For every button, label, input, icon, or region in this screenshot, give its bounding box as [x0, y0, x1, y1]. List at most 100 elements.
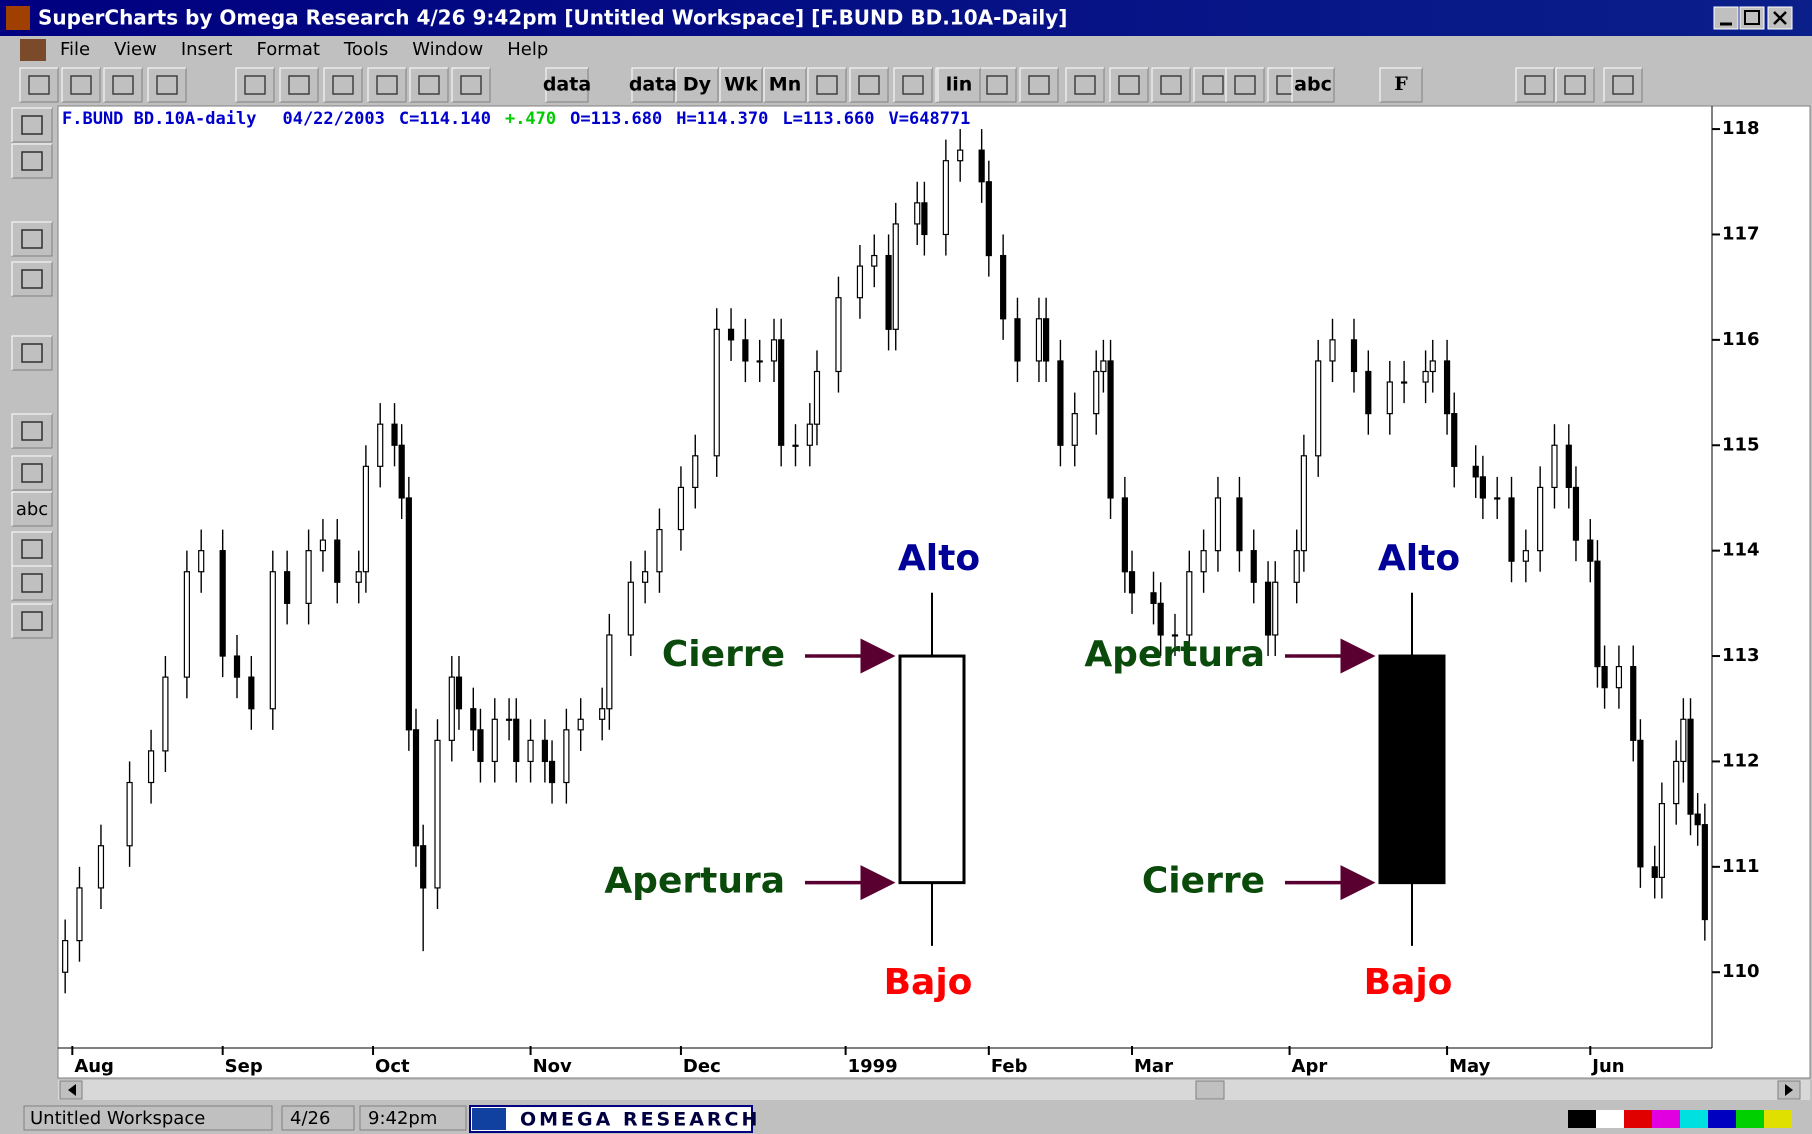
- button[interactable]: [409, 67, 449, 103]
- toolbar-label[interactable]: Mn: [769, 74, 801, 96]
- toolbar-label[interactable]: abc: [1294, 74, 1332, 96]
- menu-item[interactable]: View: [114, 39, 157, 60]
- candle-body: [1157, 602, 1164, 636]
- toolbar-icon: [244, 75, 266, 95]
- candle-body: [1451, 413, 1458, 467]
- button[interactable]: [367, 67, 407, 103]
- status-date: 4/26: [290, 1108, 330, 1129]
- button[interactable]: [11, 491, 53, 527]
- button[interactable]: [279, 67, 319, 103]
- button-bevel: [103, 67, 142, 102]
- swatch[interactable]: [1652, 1110, 1680, 1128]
- candle-body: [491, 718, 498, 763]
- button[interactable]: [1065, 67, 1105, 103]
- button[interactable]: [1019, 67, 1059, 103]
- button[interactable]: [61, 67, 101, 103]
- menu-item[interactable]: Tools: [343, 39, 388, 60]
- candle-body: [713, 328, 720, 457]
- button-bevel: [1379, 67, 1422, 102]
- swatch[interactable]: [1708, 1110, 1736, 1128]
- button[interactable]: [11, 531, 53, 567]
- candle-body: [513, 718, 520, 763]
- swatch[interactable]: [1596, 1110, 1624, 1128]
- button[interactable]: [11, 221, 53, 257]
- candle-body: [835, 297, 842, 373]
- candle-body: [871, 254, 878, 267]
- swatch[interactable]: [1736, 1110, 1764, 1128]
- toolbar-icon: [1202, 75, 1224, 95]
- button[interactable]: [1109, 67, 1149, 103]
- menu-item[interactable]: Window: [412, 39, 483, 60]
- toolbar-label[interactable]: Wk: [724, 74, 758, 96]
- button[interactable]: [451, 67, 491, 103]
- toolbar-label[interactable]: lin: [946, 74, 973, 96]
- candle-body: [806, 423, 813, 446]
- candle-body: [914, 202, 921, 225]
- chart-window: [57, 105, 1811, 1079]
- candle-body: [756, 360, 763, 363]
- menu-item[interactable]: Insert: [181, 39, 233, 60]
- palette-icon: [21, 115, 43, 135]
- toolbar-icon: [1074, 75, 1096, 95]
- button[interactable]: [11, 143, 53, 179]
- button[interactable]: [1515, 67, 1555, 103]
- candle-body: [1694, 813, 1701, 826]
- palette-icon: [21, 151, 43, 171]
- toolbar-label[interactable]: Dy: [683, 74, 712, 96]
- close-label: Cierre: [662, 634, 785, 675]
- candle-body: [742, 339, 749, 362]
- swatch[interactable]: [1624, 1110, 1652, 1128]
- button[interactable]: [849, 67, 889, 103]
- swatch[interactable]: [1764, 1110, 1792, 1128]
- button[interactable]: [545, 67, 589, 103]
- toolbar-icon: [1118, 75, 1140, 95]
- button[interactable]: [103, 67, 143, 103]
- candle-body: [305, 550, 312, 604]
- toolbar-label[interactable]: data: [543, 74, 591, 96]
- candle-body: [1673, 760, 1680, 805]
- button[interactable]: [11, 335, 53, 371]
- palette-label[interactable]: abc: [16, 499, 48, 520]
- button[interactable]: [11, 455, 53, 491]
- info-field: F.BUND BD.10A-daily: [62, 109, 256, 129]
- menu-item[interactable]: File: [60, 39, 90, 60]
- button[interactable]: [1291, 67, 1335, 103]
- palette-icon: [21, 229, 43, 249]
- button[interactable]: [235, 67, 275, 103]
- scroll-track[interactable]: [58, 1080, 1810, 1100]
- minimize-button[interactable]: [1713, 6, 1739, 30]
- button[interactable]: [11, 413, 53, 449]
- button[interactable]: [763, 67, 807, 103]
- menu-item[interactable]: Help: [507, 39, 548, 60]
- button[interactable]: [1603, 67, 1643, 103]
- candle-body: [1587, 539, 1594, 562]
- button[interactable]: [977, 67, 1017, 103]
- button[interactable]: [147, 67, 187, 103]
- button[interactable]: [11, 261, 53, 297]
- button[interactable]: [1225, 67, 1265, 103]
- candle-body: [978, 149, 985, 183]
- swatch[interactable]: [1680, 1110, 1708, 1128]
- candle-body: [885, 254, 892, 330]
- button-bevel: [451, 67, 490, 102]
- candle-body: [1429, 360, 1436, 373]
- toolbar-label[interactable]: F: [1394, 73, 1408, 95]
- button[interactable]: [11, 603, 53, 639]
- swatch[interactable]: [1568, 1110, 1596, 1128]
- button-bevel: [61, 67, 100, 102]
- button[interactable]: [11, 565, 53, 601]
- toolbar-label[interactable]: data: [629, 74, 677, 96]
- button[interactable]: [1555, 67, 1595, 103]
- info-field: 04/22/2003: [282, 109, 384, 129]
- scroll-thumb[interactable]: [1195, 1080, 1225, 1100]
- button[interactable]: [323, 67, 363, 103]
- button[interactable]: [1379, 67, 1423, 103]
- logo-text: OMEGA RESEARCH: [520, 1109, 760, 1131]
- button[interactable]: [19, 67, 59, 103]
- button[interactable]: [11, 107, 53, 143]
- button[interactable]: [1151, 67, 1191, 103]
- app-icon: [6, 6, 30, 30]
- button[interactable]: [807, 67, 847, 103]
- menu-item[interactable]: Format: [256, 39, 319, 60]
- button[interactable]: [893, 67, 933, 103]
